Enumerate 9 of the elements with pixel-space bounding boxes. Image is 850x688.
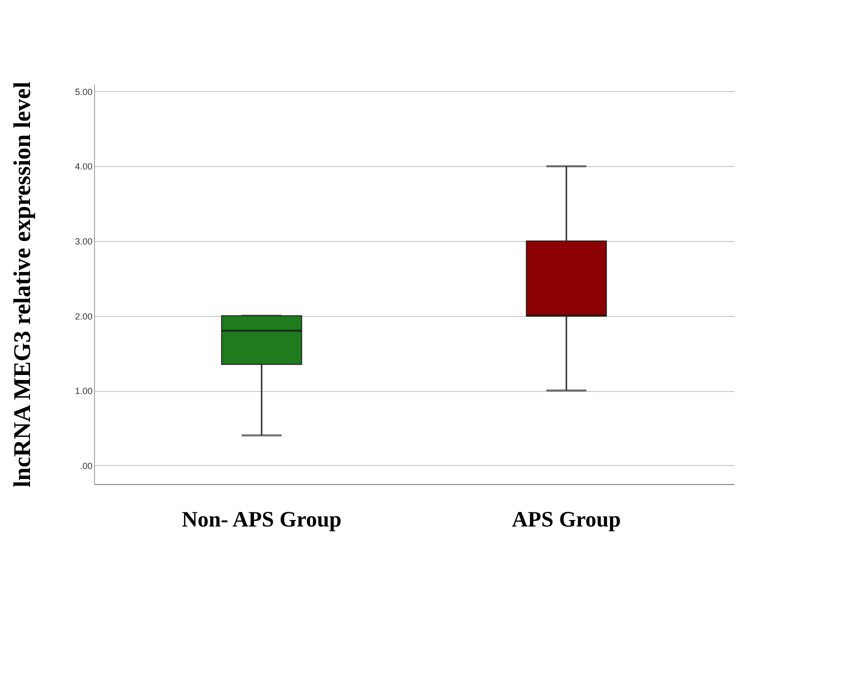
y-tick-label: .00 (80, 460, 92, 471)
y-tick-label: 4.00 (74, 162, 92, 172)
x-tick-label: Non- APS Group (182, 506, 342, 532)
y-tick-label: 5.00 (74, 86, 92, 97)
y-tick-label: 2.00 (74, 311, 92, 322)
y-axis-title: lncRNA MEG3 relative expression level (10, 81, 36, 488)
y-tick-label: 1.00 (74, 386, 92, 396)
x-tick-label: APS Group (512, 506, 621, 532)
y-tick-label: 3.00 (74, 236, 92, 247)
